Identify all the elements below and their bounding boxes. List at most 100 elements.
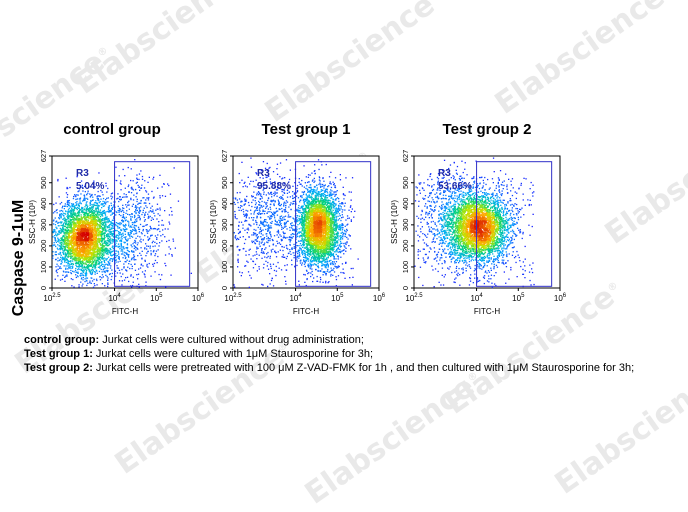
event-dot [104, 201, 105, 202]
event-dot [130, 198, 131, 199]
event-dot [65, 256, 66, 257]
event-dot [67, 197, 68, 198]
event-dot [90, 196, 91, 197]
event-dot [73, 229, 74, 230]
event-dot [283, 233, 284, 234]
event-dot [304, 282, 305, 283]
event-dot [271, 268, 272, 269]
event-dot [69, 240, 70, 241]
event-dot [131, 258, 132, 259]
event-dot [92, 217, 93, 218]
event-dot [84, 258, 85, 259]
event-dot [137, 236, 138, 237]
event-dot [71, 263, 72, 264]
event-dot [72, 229, 73, 230]
event-dot [80, 226, 81, 227]
event-dot [127, 254, 128, 255]
event-dot [94, 223, 95, 224]
event-dot [146, 207, 147, 208]
event-dot [257, 216, 258, 217]
event-dot [79, 208, 80, 209]
event-dot [140, 170, 141, 171]
event-dot [244, 183, 245, 184]
event-dot [293, 252, 294, 253]
event-dot [271, 280, 272, 281]
event-dot [71, 285, 72, 286]
event-dot [79, 205, 80, 206]
event-dot [68, 272, 69, 273]
event-dot [69, 221, 70, 222]
event-dot [116, 225, 117, 226]
event-dot [68, 245, 69, 246]
event-dot [344, 195, 345, 196]
event-dot [104, 250, 105, 251]
event-dot [74, 225, 75, 226]
event-dot [122, 205, 123, 206]
panel-title: Test group 1 [221, 121, 391, 138]
event-dot [116, 211, 117, 212]
event-dot [107, 201, 108, 202]
event-dot [243, 236, 244, 237]
event-dot [308, 181, 309, 182]
event-dot [157, 234, 158, 235]
event-dot [66, 265, 67, 266]
y-tick-label: 400 [39, 198, 48, 211]
event-dot [150, 235, 151, 236]
event-dot [118, 201, 119, 202]
event-dot [157, 188, 158, 189]
event-dot [241, 206, 242, 207]
event-dot [135, 205, 136, 206]
event-dot [95, 205, 96, 206]
event-dot [128, 263, 129, 264]
event-dot [106, 219, 107, 220]
event-dot [83, 277, 84, 278]
event-dot [123, 212, 124, 213]
event-dot [62, 219, 63, 220]
event-dot [305, 182, 306, 183]
event-dot [98, 205, 99, 206]
event-dot [77, 213, 78, 214]
event-dot [290, 251, 291, 252]
event-dot [173, 241, 174, 242]
event-dot [156, 243, 157, 244]
event-dot [340, 179, 341, 180]
event-dot [287, 256, 288, 257]
event-dot [119, 214, 120, 215]
event-dot [137, 255, 138, 256]
event-dot [92, 209, 93, 210]
event-dot [119, 210, 120, 211]
event-dot [67, 263, 68, 264]
event-dot [71, 244, 72, 245]
event-dot [91, 283, 92, 284]
event-dot [66, 238, 67, 239]
event-dot [239, 198, 240, 199]
event-dot [98, 209, 99, 210]
event-dot [273, 193, 274, 194]
event-dot [71, 248, 72, 249]
event-dot [112, 261, 113, 262]
event-dot [258, 266, 259, 267]
event-dot [139, 215, 140, 216]
event-dot [351, 219, 352, 220]
event-dot [133, 282, 134, 283]
event-dot [121, 269, 122, 270]
event-dot [134, 240, 135, 241]
event-dot [281, 269, 282, 270]
event-dot [271, 196, 272, 197]
event-dot [325, 281, 326, 282]
event-dot [72, 248, 73, 249]
event-dot [251, 241, 252, 242]
event-dot [77, 219, 78, 220]
event-dot [133, 254, 134, 255]
event-dot [247, 262, 248, 263]
event-dot [125, 269, 126, 270]
event-dot [279, 197, 280, 198]
event-dot [257, 270, 258, 271]
event-dot [250, 181, 251, 182]
event-dot [260, 199, 261, 200]
event-dot [74, 258, 75, 259]
event-dot [100, 231, 101, 232]
event-dot [82, 279, 83, 280]
event-dot [87, 256, 88, 257]
event-dot [74, 208, 75, 209]
